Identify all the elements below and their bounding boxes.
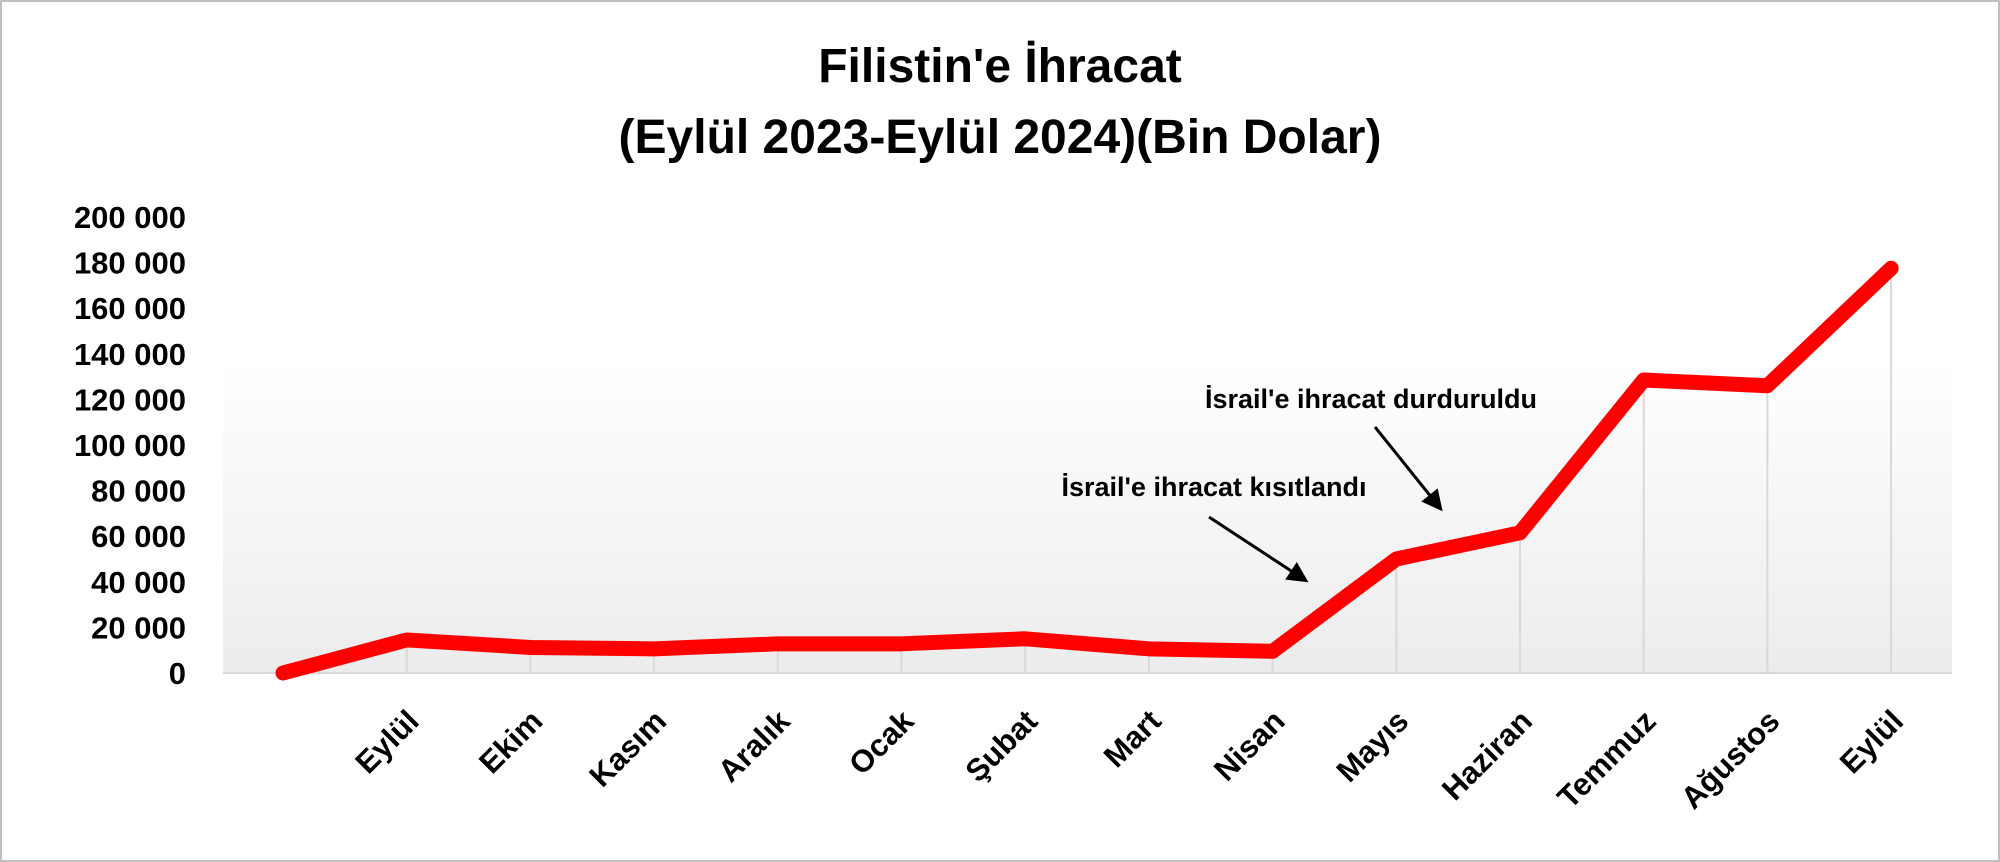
y-tick-label: 40 000 xyxy=(91,565,186,600)
annotation-arrow xyxy=(1208,515,1309,583)
y-tick-label: 20 000 xyxy=(91,610,186,645)
y-tick-label: 160 000 xyxy=(74,291,186,326)
y-tick-label: 80 000 xyxy=(91,474,186,509)
annotation: İsrail'e ihracat kısıtlandı xyxy=(1061,472,1366,502)
plot-background xyxy=(223,360,1952,673)
annotation-arrow xyxy=(1373,426,1443,512)
y-tick-label: 140 000 xyxy=(74,337,186,372)
chart-title: (Eylül 2023-Eylül 2024)(Bin Dolar) xyxy=(619,111,1382,164)
y-tick-label: 100 000 xyxy=(74,428,186,463)
annotation: İsrail'e ihracat durduruldu xyxy=(1205,384,1537,414)
y-tick-label: 120 000 xyxy=(74,382,186,417)
y-tick-label: 0 xyxy=(169,656,186,691)
y-tick-label: 200 000 xyxy=(74,200,186,235)
y-tick-label: 180 000 xyxy=(74,246,186,281)
chart-title: Filistin'e İhracat xyxy=(818,40,1182,93)
data-line xyxy=(275,260,1899,681)
y-tick-label: 60 000 xyxy=(91,519,186,554)
